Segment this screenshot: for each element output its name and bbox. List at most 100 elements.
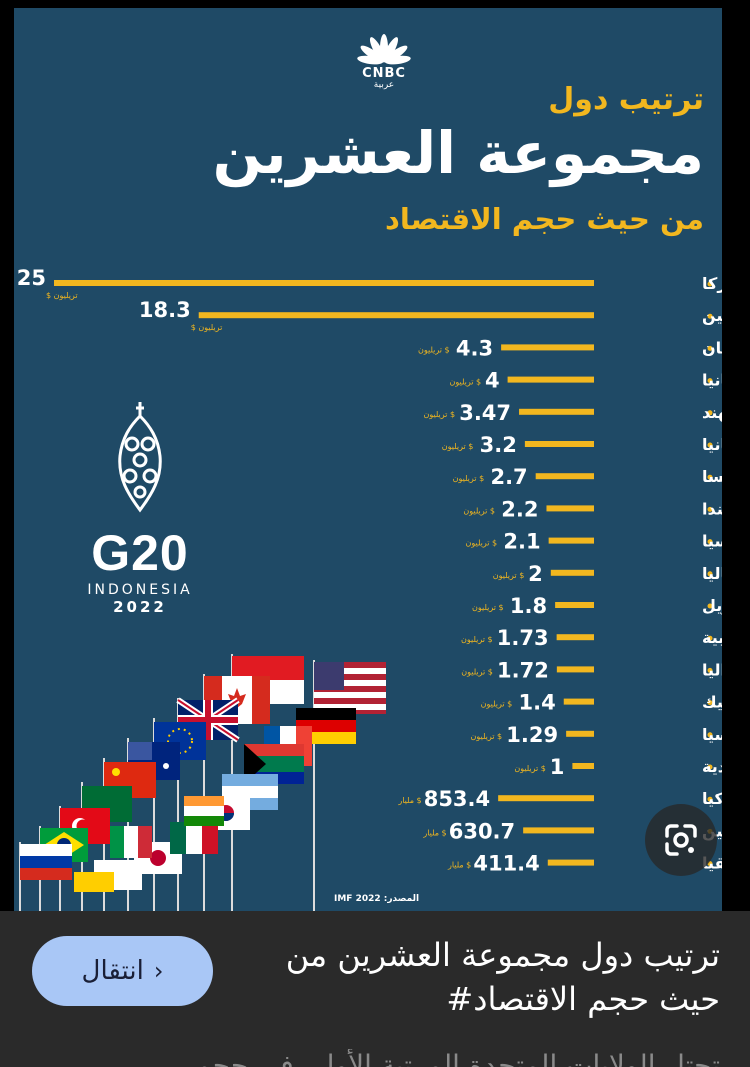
bar-5 [524,441,594,447]
bullet-15 [707,764,713,770]
value-label-16: 853.4 [424,787,490,811]
bar-3 [507,376,594,383]
value-label-3: 4 [485,369,500,393]
value-label-11: 1.73 [497,626,549,650]
bar-17 [523,827,594,834]
caption-continuation: تحتل الولايات المتحدة المرتبة الأولى في … [194,1049,720,1067]
value-label-14: 1.29 [506,723,558,747]
value-label-4: 3.47 [459,401,511,425]
category-label-16: تركيا [702,789,722,808]
google-lens-button[interactable] [645,804,717,876]
unit-label-2: تريليون $ [418,345,450,354]
bar-11 [556,634,594,641]
bar-0 [54,280,594,286]
bar-2 [501,344,594,351]
bar-12 [556,666,594,673]
bar-16 [498,795,594,802]
bar-1 [198,312,594,319]
bar-15 [572,763,594,769]
unit-label-8: تريليون $ [466,539,498,548]
bar-4 [519,408,594,415]
value-label-18: 411.4 [473,852,539,876]
chevron-right-icon: › [153,957,164,985]
bullet-9 [707,571,713,577]
value-label-15: 1 [550,755,565,779]
bar-8 [548,537,594,544]
kayonan-emblem-icon [118,402,162,513]
category-label-9: إيطاليا [702,564,722,583]
page-subtitle: من حيث حجم الاقتصاد [384,202,704,236]
bullet-13 [707,700,713,706]
category-label-3: ألمانيا [702,370,722,390]
category-label-10: البرازيل [702,596,722,615]
value-label-9: 2 [528,562,543,586]
infographic: CNBC عربية ترتيب دول مجموعة العشرين من ح… [14,8,722,911]
unit-label-18: مليار $ [447,861,471,870]
value-label-6: 2.7 [490,465,527,489]
bar-9 [550,569,594,576]
bullet-0 [707,281,713,287]
cnbc-logo: CNBC عربية [344,32,424,90]
unit-label-12: تريليون $ [461,667,493,676]
unit-label-15: تريليون $ [514,764,546,773]
unit-label-13: تريليون $ [481,700,513,709]
unit-label-5: تريليون $ [442,442,474,451]
caption-area: ترتيب دول مجموعة العشرين من حيث حجم الاق… [0,911,750,1067]
value-label-0: 25 [17,266,46,290]
category-label-14: اندونيسيا [702,725,722,744]
navigate-button[interactable]: انتقال › [32,936,213,1006]
value-label-13: 1.4 [519,691,556,715]
bullet-6 [707,474,713,480]
bullet-4 [707,410,713,416]
bullet-10 [707,603,713,609]
brand-subname: عربية [373,80,395,90]
unit-label-9: تريليون $ [493,571,525,580]
bar-13 [563,698,594,705]
value-label-12: 1.72 [497,658,549,682]
value-label-2: 4.3 [456,336,493,360]
unit-label-17: مليار $ [422,828,446,837]
bullet-7 [707,506,713,512]
g20-logo: G20 INDONESIA 2022 [70,398,210,616]
unit-label-3: تريليون $ [450,378,482,387]
unit-label-1: تريليون $ [191,323,223,332]
post-caption: ترتيب دول مجموعة العشرين من حيث حجم الاق… [285,936,720,1018]
value-label-17: 630.7 [449,819,515,843]
bar-10 [555,602,594,608]
bullet-11 [707,635,713,641]
bullet-1 [707,313,713,319]
brand-name: CNBC [362,66,406,81]
g20-text: G20 [91,525,189,581]
unit-label-6: تريليون $ [453,474,485,483]
bullet-12 [707,667,713,673]
bar-7 [546,505,594,512]
unit-label-4: تريليون $ [423,410,455,419]
category-label-2: اليابان [702,338,722,357]
unit-label-7: تريليون $ [463,506,495,515]
unit-label-16: مليار $ [397,796,421,805]
peacock-icon [357,34,411,65]
value-label-5: 3.2 [480,433,517,457]
title-top: ترتيب دول [548,82,704,117]
bullet-8 [707,539,713,545]
page-title: مجموعة العشرين [212,119,704,187]
category-label-4: الهند [702,403,722,422]
category-label-8: روسيا [702,532,722,551]
category-label-7: كندا [702,499,722,518]
bullet-5 [707,442,713,448]
unit-label-11: تريليون $ [461,635,493,644]
bullet-2 [707,345,713,351]
category-label-12: استراليا [702,660,722,679]
value-label-1: 18.3 [139,298,191,322]
category-label-11: كوريا الجنوبية [702,628,722,647]
bar-6 [535,473,594,480]
navigate-label: انتقال [81,956,144,986]
category-label-13: المكسيك [702,693,722,712]
g20-year: 2022 [113,598,167,616]
unit-label-10: تريليون $ [472,603,504,612]
flags-illustration [19,654,386,911]
category-label-1: الصين [702,306,722,325]
unit-label-14: تريليون $ [471,732,503,741]
category-label-5: بريطانيا [702,435,722,454]
